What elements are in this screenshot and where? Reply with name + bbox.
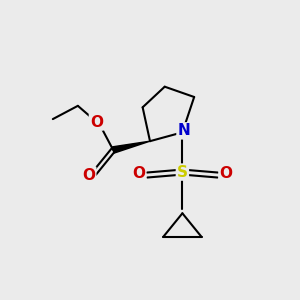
Text: N: N bbox=[178, 123, 190, 138]
Text: O: O bbox=[132, 166, 145, 181]
Text: O: O bbox=[220, 166, 232, 181]
Text: O: O bbox=[90, 115, 103, 130]
Polygon shape bbox=[112, 141, 150, 153]
Text: S: S bbox=[177, 165, 188, 180]
Text: O: O bbox=[82, 167, 95, 182]
